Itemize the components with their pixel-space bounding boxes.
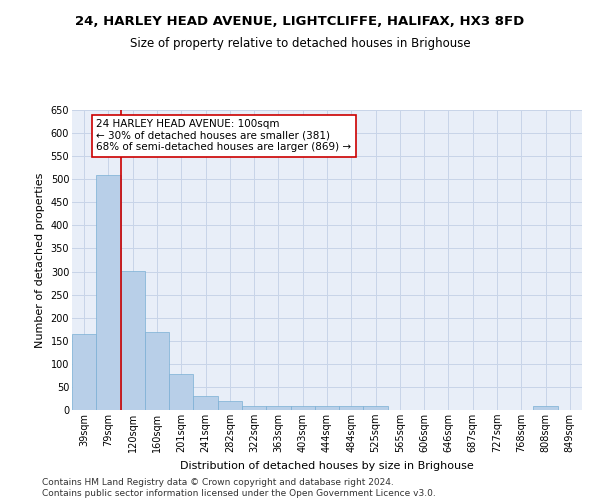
Bar [193, 396, 218, 410]
Bar [290, 406, 315, 410]
Text: Contains HM Land Registry data © Crown copyright and database right 2024.
Contai: Contains HM Land Registry data © Crown c… [42, 478, 436, 498]
X-axis label: Distribution of detached houses by size in Brighouse: Distribution of detached houses by size … [180, 460, 474, 470]
Text: Size of property relative to detached houses in Brighouse: Size of property relative to detached ho… [130, 38, 470, 51]
Bar [145, 332, 169, 410]
Bar [218, 401, 242, 410]
Y-axis label: Number of detached properties: Number of detached properties [35, 172, 45, 348]
Bar [364, 406, 388, 410]
Bar [242, 406, 266, 410]
Bar [533, 406, 558, 410]
Bar [121, 270, 145, 410]
Text: 24, HARLEY HEAD AVENUE, LIGHTCLIFFE, HALIFAX, HX3 8FD: 24, HARLEY HEAD AVENUE, LIGHTCLIFFE, HAL… [76, 15, 524, 28]
Bar [315, 406, 339, 410]
Bar [96, 174, 121, 410]
Text: 24 HARLEY HEAD AVENUE: 100sqm
← 30% of detached houses are smaller (381)
68% of : 24 HARLEY HEAD AVENUE: 100sqm ← 30% of d… [96, 119, 352, 152]
Bar [72, 334, 96, 410]
Bar [266, 406, 290, 410]
Bar [169, 374, 193, 410]
Bar [339, 406, 364, 410]
